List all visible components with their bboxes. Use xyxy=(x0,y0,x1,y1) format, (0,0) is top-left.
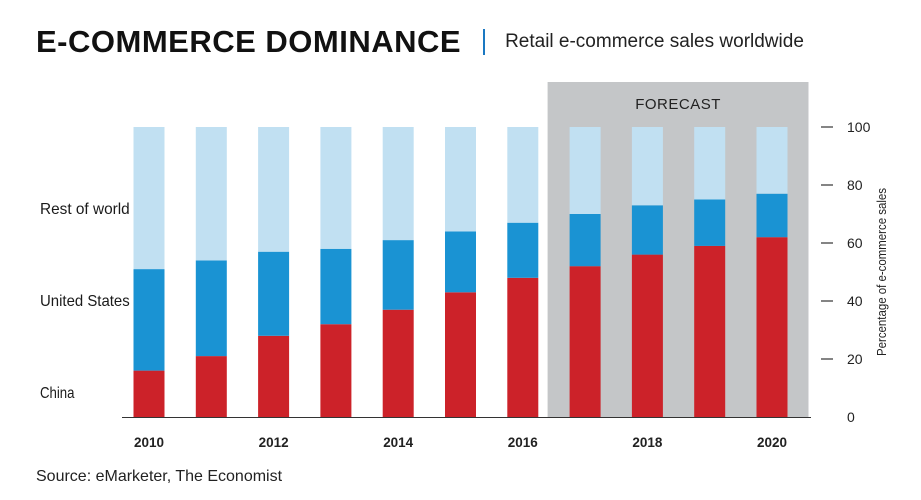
bar-china-2020 xyxy=(756,237,788,417)
y-axis-label: Percentage of e-commerce sales xyxy=(874,188,889,356)
bar-rest-of-world-2014 xyxy=(382,127,414,241)
legend-label-rest-of-world: Rest of world xyxy=(40,201,130,218)
bar-rest-of-world-2016 xyxy=(507,127,539,223)
bar-united-states-2020 xyxy=(756,193,788,238)
chart-subtitle: Retail e-commerce sales worldwide xyxy=(505,31,804,52)
bar-united-states-2017 xyxy=(569,214,601,267)
y-tick-label-100: 100 xyxy=(847,119,871,135)
bar-rest-of-world-2017 xyxy=(569,127,601,214)
bar-china-2015 xyxy=(445,292,476,417)
bar-rest-of-world-2010 xyxy=(133,127,165,270)
x-tick-label-2016: 2016 xyxy=(508,434,538,450)
bar-rest-of-world-2013 xyxy=(320,127,352,249)
bar-china-2017 xyxy=(569,266,601,417)
bar-united-states-2011 xyxy=(195,260,227,357)
bar-rest-of-world-2012 xyxy=(258,127,290,252)
y-tick-label-40: 40 xyxy=(847,293,863,309)
forecast-label: FORECAST xyxy=(635,96,721,113)
bar-china-2012 xyxy=(258,335,290,417)
source-note: Source: eMarketer, The Economist xyxy=(36,468,283,485)
bar-rest-of-world-2019 xyxy=(694,127,726,200)
y-tick-label-20: 20 xyxy=(847,351,863,367)
bar-rest-of-world-2015 xyxy=(445,127,476,232)
chart-title: E-COMMERCE DOMINANCE xyxy=(36,24,462,59)
bar-china-2019 xyxy=(694,245,726,417)
bar-united-states-2019 xyxy=(694,199,726,246)
bar-united-states-2013 xyxy=(320,248,352,325)
bar-united-states-2018 xyxy=(631,205,663,255)
bar-china-2011 xyxy=(195,356,227,417)
bar-rest-of-world-2020 xyxy=(756,127,788,194)
y-tick-label-60: 60 xyxy=(847,235,863,251)
bar-china-2013 xyxy=(320,324,352,417)
chart-header: E-COMMERCE DOMINANCE Retail e-commerce s… xyxy=(36,22,804,62)
bar-china-2010 xyxy=(133,370,165,417)
bar-united-states-2016 xyxy=(507,222,539,278)
title-divider xyxy=(483,29,486,55)
x-tick-label-2010: 2010 xyxy=(134,434,164,450)
bar-china-2018 xyxy=(631,254,663,417)
y-tick-label-0: 0 xyxy=(847,409,855,425)
bar-rest-of-world-2011 xyxy=(195,127,227,261)
bar-china-2014 xyxy=(382,309,414,417)
bar-united-states-2010 xyxy=(133,269,165,371)
bar-united-states-2012 xyxy=(258,251,290,336)
legend-label-united-states: United States xyxy=(40,293,130,310)
x-tick-label-2020: 2020 xyxy=(757,434,787,450)
bar-united-states-2015 xyxy=(445,231,476,293)
x-tick-label-2018: 2018 xyxy=(632,434,662,450)
x-tick-label-2012: 2012 xyxy=(259,434,289,450)
bar-united-states-2014 xyxy=(382,240,414,310)
legend-label-china: China xyxy=(40,385,75,402)
y-tick-label-80: 80 xyxy=(847,177,863,193)
bar-china-2016 xyxy=(507,277,539,417)
bar-rest-of-world-2018 xyxy=(631,127,663,206)
x-tick-label-2014: 2014 xyxy=(383,434,413,450)
